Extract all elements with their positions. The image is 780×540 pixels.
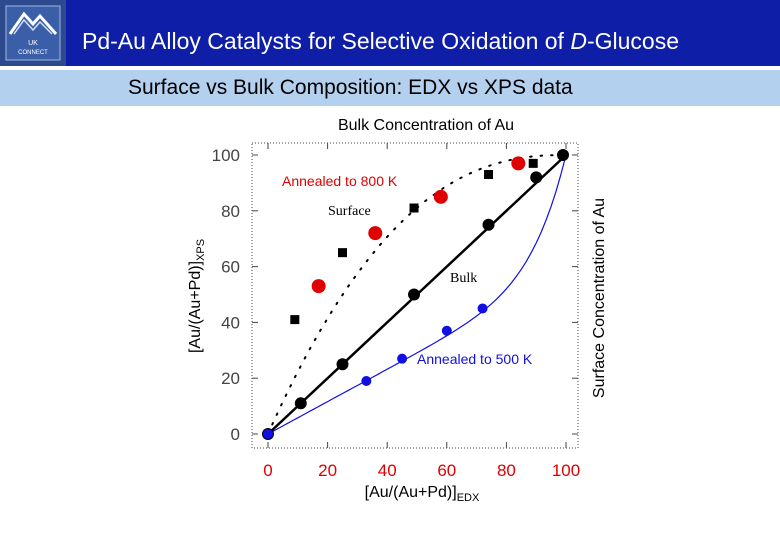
annealed-500-point bbox=[263, 429, 273, 439]
y-tick-label: 20 bbox=[221, 369, 240, 388]
annealed-800-point bbox=[433, 189, 448, 204]
annotation-bulk: Bulk bbox=[450, 271, 477, 286]
surface-point bbox=[484, 170, 494, 180]
subtitle-bar bbox=[0, 70, 780, 106]
university-logo: UK CONNECT bbox=[0, 0, 66, 66]
bulk-point bbox=[294, 397, 307, 410]
y-axis-label-sub: XPS bbox=[195, 239, 207, 261]
header-bar: UK CONNECT Pd-Au Alloy Catalysts for Sel… bbox=[0, 0, 780, 66]
y-axis-label-main: [Au/(Au+Pd)] bbox=[187, 261, 204, 353]
annealed-500-point bbox=[361, 375, 372, 386]
y-tick-label: 40 bbox=[221, 313, 240, 332]
bulk-point bbox=[530, 171, 543, 184]
surface-dotted-curve bbox=[267, 154, 567, 435]
annealed-500-point bbox=[441, 325, 452, 336]
x-tick-label: 0 bbox=[263, 461, 272, 480]
annealed-500-curve bbox=[267, 154, 567, 435]
x-axis-label-main: [Au/(Au+Pd)] bbox=[365, 484, 457, 501]
y-tick-label: 100 bbox=[212, 146, 240, 165]
surface-point bbox=[290, 315, 300, 325]
x-axis-label-sub: EDX bbox=[457, 492, 480, 504]
page-title: Pd-Au Alloy Catalysts for Selective Oxid… bbox=[82, 28, 679, 55]
surface-point bbox=[528, 158, 538, 168]
bulk-point bbox=[557, 149, 570, 161]
surface-point bbox=[338, 248, 347, 258]
bulk-point bbox=[336, 358, 349, 371]
annealed-500-point bbox=[477, 303, 488, 314]
annealed-800-point bbox=[368, 226, 383, 241]
y-tick-label: 0 bbox=[231, 425, 240, 444]
bulk-point bbox=[408, 288, 421, 301]
y-tick-label: 60 bbox=[221, 258, 240, 277]
title-part-2: -Glucose bbox=[586, 28, 680, 54]
right-axis-label: Surface Concentration of Au bbox=[591, 198, 608, 398]
annotation-surface: Surface bbox=[328, 204, 371, 219]
x-tick-label: 20 bbox=[318, 461, 337, 480]
surface-point bbox=[409, 203, 419, 213]
x-tick-label: 100 bbox=[552, 461, 580, 480]
x-axis-label: [Au/(Au+Pd)]EDX bbox=[365, 484, 480, 504]
plot-frame bbox=[251, 142, 579, 449]
bulk-point bbox=[482, 218, 495, 231]
x-tick-label: 40 bbox=[378, 461, 397, 480]
annealed-800-point bbox=[511, 156, 526, 171]
page-subtitle: Surface vs Bulk Composition: EDX vs XPS … bbox=[128, 76, 573, 99]
logo-mountain-icon: UK CONNECT bbox=[5, 5, 61, 61]
annotation-annealed-500: Annealed to 500 K bbox=[417, 351, 533, 367]
annotation-annealed-800: Annealed to 800 K bbox=[282, 173, 398, 189]
x-tick-label: 80 bbox=[497, 461, 516, 480]
x-tick-label: 60 bbox=[437, 461, 456, 480]
title-part-1: Pd-Au Alloy Catalysts for Selective Oxid… bbox=[82, 28, 571, 54]
annealed-800-point bbox=[311, 279, 326, 294]
logo-text-2: CONNECT bbox=[18, 50, 48, 56]
y-axis-label: [Au/(Au+Pd)]XPS bbox=[187, 239, 207, 353]
y-tick-label: 80 bbox=[221, 202, 240, 221]
logo-text-1: UK bbox=[28, 40, 38, 47]
top-axis-label: Bulk Concentration of Au bbox=[338, 117, 514, 134]
title-italic: D bbox=[570, 28, 587, 54]
annealed-500-point bbox=[397, 353, 408, 364]
